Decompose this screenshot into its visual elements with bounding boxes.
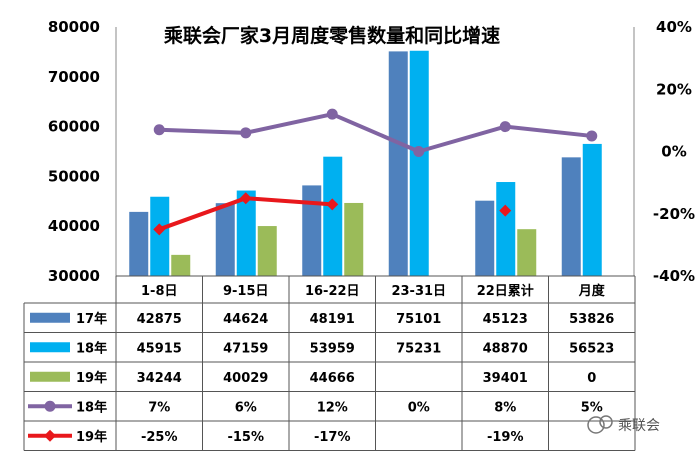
series-name: 18年 xyxy=(76,340,107,356)
watermark: 乘联会 xyxy=(587,415,660,434)
y2-tick-label: 40% xyxy=(656,18,692,36)
chat-bubble-icon xyxy=(587,416,605,434)
bar-3 xyxy=(257,226,277,276)
bar-1 xyxy=(475,200,495,276)
lines xyxy=(153,108,598,236)
y2-tick-label: 20% xyxy=(656,80,692,98)
data-label: 40029 xyxy=(223,371,268,386)
legend-marker-3 xyxy=(44,400,56,412)
data-label: 8% xyxy=(494,400,516,415)
series-line-3 xyxy=(159,112,592,154)
bar-2 xyxy=(150,196,170,276)
y-axis-right: 40% 20% 0% -20% -40% xyxy=(633,18,695,285)
data-label: -17% xyxy=(314,430,351,445)
bar-3 xyxy=(171,254,191,276)
line-point-3 xyxy=(586,130,598,142)
y-tick-label: 60000 xyxy=(48,118,100,136)
data-label: 48870 xyxy=(483,341,528,356)
data-label: 45123 xyxy=(483,312,528,327)
data-label: -19% xyxy=(487,430,524,445)
data-label: 42875 xyxy=(137,312,182,327)
bar-1 xyxy=(302,185,322,276)
data-label: 44666 xyxy=(310,371,355,386)
category-label: 23-31日 xyxy=(391,284,446,299)
line-point-4 xyxy=(239,192,252,205)
bar-1 xyxy=(561,157,581,276)
data-label: 44624 xyxy=(223,312,268,327)
data-label: 47159 xyxy=(223,341,268,356)
watermark-text: 乘联会 xyxy=(618,418,660,434)
series-name: 19年 xyxy=(76,370,107,386)
data-label: 7% xyxy=(148,400,170,415)
bar-2 xyxy=(496,182,516,276)
data-label: 53826 xyxy=(569,312,614,327)
bar-2 xyxy=(582,143,602,276)
line-point-3 xyxy=(240,127,252,139)
data-label: 0% xyxy=(408,400,430,415)
bar-2 xyxy=(409,50,429,276)
legend-key-1 xyxy=(30,342,70,353)
legend-marker-4 xyxy=(44,429,56,442)
y2-tick-label: 0% xyxy=(661,143,686,161)
y-axis-left: 80000 70000 60000 50000 40000 30000 xyxy=(48,18,117,285)
data-label: 48191 xyxy=(310,312,355,327)
line-point-3 xyxy=(326,108,338,120)
bar-3 xyxy=(344,202,364,276)
data-label: 0 xyxy=(587,371,596,386)
data-label: 75101 xyxy=(396,312,441,327)
line-point-3 xyxy=(153,124,165,136)
data-table: 1-8日 9-15日 16-22日 23-31日 22日累计 月度 17年 42875 4462… xyxy=(23,275,636,451)
legend-key-0 xyxy=(30,312,70,323)
legend-key-2 xyxy=(30,371,70,382)
y-tick-label: 80000 xyxy=(48,18,100,36)
bar-2 xyxy=(323,156,343,276)
category-label: 16-22日 xyxy=(305,284,360,299)
bars xyxy=(129,50,602,276)
data-label: 56523 xyxy=(569,341,614,356)
category-label: 月度 xyxy=(578,283,606,299)
data-label: 12% xyxy=(317,400,348,415)
data-label: 34244 xyxy=(137,371,182,386)
series-name: 17年 xyxy=(76,311,107,327)
data-label: 6% xyxy=(235,400,257,415)
data-label: -25% xyxy=(141,430,178,445)
data-label: -15% xyxy=(227,430,264,445)
y-tick-label: 50000 xyxy=(48,167,100,185)
data-label: 45915 xyxy=(137,341,182,356)
y2-tick-label: -40% xyxy=(653,267,695,285)
line-point-4 xyxy=(326,198,339,211)
line-point-4 xyxy=(499,204,512,217)
y-tick-label: 70000 xyxy=(48,68,100,86)
bar-2 xyxy=(236,190,256,276)
data-label: 75231 xyxy=(396,341,441,356)
category-label: 9-15日 xyxy=(223,284,269,299)
data-label: 39401 xyxy=(483,371,528,386)
bar-3 xyxy=(517,229,537,276)
chart-title: 乘联会厂家3月周度零售数量和同比增速 xyxy=(163,24,500,47)
y-tick-label: 30000 xyxy=(48,267,100,285)
line-point-3 xyxy=(413,146,425,157)
category-label: 1-8日 xyxy=(141,284,178,299)
y2-tick-label: -20% xyxy=(653,205,695,223)
bar-1 xyxy=(215,203,235,276)
data-label: 5% xyxy=(581,400,603,415)
line-point-4 xyxy=(153,223,166,236)
bar-1 xyxy=(129,211,149,276)
category-label: 22日累计 xyxy=(477,283,534,299)
bar-1 xyxy=(388,51,408,276)
chat-bubble-icon-small xyxy=(599,415,613,429)
line-point-3 xyxy=(499,121,511,133)
y-tick-label: 40000 xyxy=(48,217,100,235)
series-name: 19年 xyxy=(76,429,107,445)
series-name: 18年 xyxy=(76,399,107,415)
data-label: 53959 xyxy=(310,341,355,356)
